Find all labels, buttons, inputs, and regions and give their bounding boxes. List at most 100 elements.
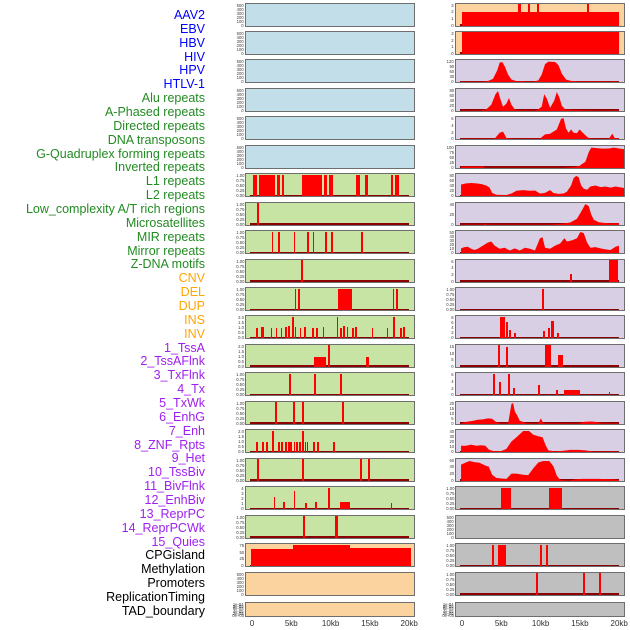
- track-label-l1-repeats: L1 repeats: [145, 174, 205, 189]
- y-tick-label: 1.00: [235, 202, 244, 207]
- y-tick-label: 0.0: [238, 364, 244, 369]
- y-tick-label: 4: [451, 123, 454, 129]
- data-bar: [609, 260, 618, 282]
- y-tick-label: 500: [236, 116, 244, 122]
- y-tick-label: 2: [451, 130, 454, 135]
- y-tick-label: 20: [449, 103, 454, 108]
- data-bar: [294, 326, 297, 339]
- data-bar: [564, 389, 581, 396]
- y-tick-label: 2.0: [238, 315, 244, 321]
- y-tick-label: 300: [236, 39, 244, 45]
- y-tick-label: 0: [241, 506, 244, 512]
- data-bar: [513, 388, 515, 396]
- y-tick-label: 40: [449, 202, 454, 207]
- track-label-methylation: Methylation: [141, 562, 205, 577]
- y-tick-label: 60: [449, 93, 454, 98]
- track-label-dup: DUP: [178, 298, 205, 313]
- y-tick-label: 0e+00: [232, 613, 244, 619]
- y-tick-label: 4e-05: [233, 609, 244, 614]
- data-bar: [290, 441, 293, 453]
- data-bar: [386, 327, 389, 339]
- data-bar: [361, 231, 363, 254]
- data-bar: [505, 321, 509, 339]
- y-tick-label: 1.00: [445, 543, 454, 549]
- data-bar: [403, 326, 405, 339]
- area-chart: [461, 90, 619, 111]
- data-bar: [501, 487, 512, 510]
- data-bar: [251, 548, 294, 567]
- y-tick-label: 400: [236, 92, 244, 97]
- track-label-15-quies: 15_Quies: [151, 534, 205, 549]
- data-bar: [288, 441, 290, 453]
- data-bar: [518, 4, 521, 26]
- y-tick-label: 0.25: [235, 302, 244, 308]
- track-label-9-het: 9_Het: [171, 451, 205, 466]
- track-label-inv: INV: [184, 326, 205, 341]
- data-bar: [399, 327, 402, 339]
- data-bar: [302, 459, 305, 481]
- data-bar: [340, 327, 342, 339]
- y-tick-label: 40: [449, 98, 454, 103]
- baseline: [460, 166, 619, 168]
- y-tick-label: 0.00: [445, 307, 454, 313]
- track-label-11-bivflnk: 11_BivFlnk: [144, 479, 205, 494]
- data-bar: [548, 487, 562, 510]
- y-tick-label: 100: [236, 132, 244, 138]
- y-tick-label: 1.00: [235, 230, 244, 236]
- track-label-8-znf-rpts: 8_ZNF_Rpts: [134, 437, 205, 452]
- track-panel-l1-repeats: [245, 343, 415, 368]
- y-tick-label: 0.5: [238, 359, 244, 364]
- data-bar: [396, 288, 398, 310]
- area-shape: [461, 460, 619, 481]
- y-tick-label: 0: [241, 136, 244, 142]
- track-panel-cnv: [245, 543, 415, 568]
- y-tick-label: 0: [241, 563, 244, 569]
- baseline: [250, 450, 409, 453]
- y-tick-label: 0: [451, 22, 454, 28]
- track-panel-ebv: [245, 30, 415, 55]
- track-panel-15-quies: [455, 457, 625, 482]
- area-shape: [461, 90, 619, 111]
- data-bar: [341, 402, 344, 424]
- y-tick-label: 2.0: [238, 429, 244, 435]
- y-tick-label: 8e-05: [233, 604, 244, 610]
- track-label-4-tx: 4_Tx: [177, 382, 205, 397]
- y-tick-label: 6: [451, 116, 454, 122]
- data-bar: [300, 260, 303, 282]
- area-shape: [461, 232, 619, 254]
- data-bar: [293, 402, 296, 424]
- baseline: [250, 251, 409, 254]
- data-bar: [492, 544, 495, 567]
- track-label-htlv-1: HTLV-1: [163, 77, 205, 92]
- y-tick-label: 0: [241, 108, 244, 113]
- y-tick-label: 40: [449, 183, 454, 189]
- track-label-cpgisland: CPGisland: [145, 548, 205, 563]
- track-panel-4-tx: [455, 144, 625, 169]
- y-tick-label: 50: [239, 550, 244, 555]
- baseline: [250, 223, 409, 225]
- track-label-10-tssbiv: 10_TssBiv: [148, 465, 205, 480]
- data-bar: [257, 203, 260, 225]
- data-bar: [537, 4, 540, 26]
- track-panel-hbv: [245, 59, 415, 84]
- data-bar: [293, 545, 351, 567]
- y-tick-label: 30: [449, 238, 454, 244]
- y-tick-label: 1.5: [238, 320, 244, 326]
- y-tick-label: 0.75: [445, 292, 454, 298]
- y-tick-label: 0.00: [235, 250, 244, 256]
- baseline: [250, 479, 409, 481]
- y-tick-label: 0.00: [445, 591, 454, 597]
- area-shape: [461, 147, 624, 168]
- y-tick-label: 10: [449, 411, 454, 416]
- data-bar: [543, 330, 546, 339]
- y-tick-label: 2: [451, 330, 454, 336]
- y-tick-label: 1: [451, 16, 454, 21]
- y-tick-label: 500: [236, 2, 244, 8]
- y-tick-label: 0.50: [235, 525, 244, 530]
- track-panel-l2-repeats: [245, 372, 415, 397]
- data-bar: [316, 327, 318, 339]
- y-tick-label: 80: [449, 88, 454, 93]
- y-tick-label: 100: [236, 161, 244, 166]
- area-chart: [461, 203, 619, 225]
- data-bar: [271, 231, 274, 254]
